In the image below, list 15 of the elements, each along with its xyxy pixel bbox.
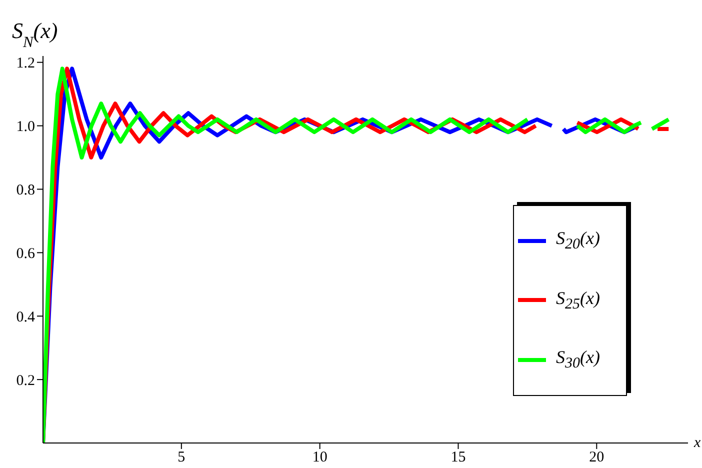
x-tick-label: 10 — [312, 450, 328, 466]
legend-label: S$_{30}$(x) — [556, 347, 600, 373]
x-axis-title: x — [693, 435, 701, 451]
x-tick-label: 5 — [178, 450, 186, 466]
x-tick-label: 15 — [450, 450, 466, 466]
y-tick-label: 0.2 — [16, 372, 35, 389]
x-tick-label: 20 — [589, 450, 604, 466]
y-tick-label: 0.4 — [16, 309, 36, 326]
y-axis-title: S$_{N}$(x) — [12, 18, 58, 50]
legend-label: S$_{20}$(x) — [556, 228, 600, 254]
y-tick-label: 1.0 — [16, 119, 35, 136]
y-tick-label: 0.6 — [16, 246, 36, 262]
y-tick-label: 1.2 — [16, 56, 35, 72]
y-tick-label: 0.8 — [16, 182, 35, 199]
legend-label: S$_{25}$(x) — [556, 288, 600, 314]
